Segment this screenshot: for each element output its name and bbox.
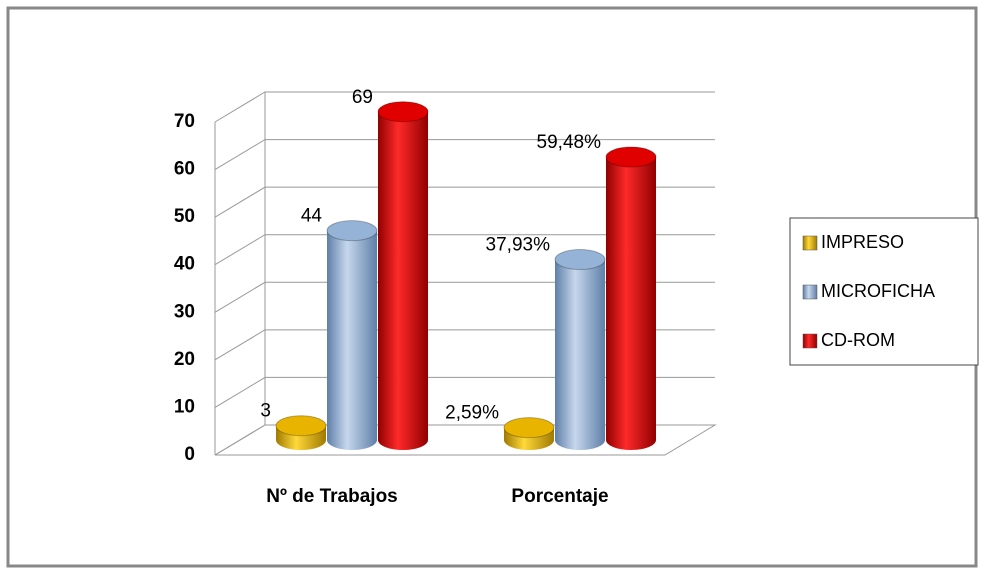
data-label: 3 (260, 401, 271, 422)
bar-cap (605, 146, 657, 168)
x-tick-label: Porcentaje (511, 486, 608, 507)
y-tick-label: 10 (174, 396, 195, 417)
bar-cap (377, 101, 429, 123)
bar (606, 147, 656, 450)
data-label: 44 (301, 206, 323, 227)
legend-swatch (802, 333, 818, 349)
y-tick-label: 30 (174, 301, 195, 322)
legend-box (789, 217, 979, 366)
legend-label: IMPRESO (821, 232, 904, 252)
y-tick-label: 60 (174, 159, 195, 180)
grid-line (214, 186, 715, 218)
y-tick-label: 70 (174, 111, 195, 132)
bar (327, 220, 377, 450)
legend-label: CD-ROM (821, 330, 895, 350)
grid-line (214, 91, 715, 123)
data-label: 59,48% (537, 132, 602, 153)
bar-cap (554, 249, 606, 271)
y-tick-label: 40 (174, 254, 195, 275)
x-tick-label: Nº de Trabajos (266, 486, 398, 507)
y-tick-label: 50 (174, 206, 195, 227)
bar-cap (275, 415, 327, 437)
data-label: 2,59% (445, 403, 499, 424)
y-tick-label: 20 (174, 349, 195, 370)
data-label: 69 (352, 87, 373, 108)
grid-line (214, 139, 715, 170)
bar (378, 101, 428, 450)
legend-swatch (802, 235, 818, 251)
data-label: 37,93% (486, 235, 551, 256)
legend-label: MICROFICHA (821, 281, 935, 301)
bar (555, 249, 605, 450)
bar-cap (503, 417, 555, 439)
bar-cap (326, 220, 378, 242)
y-tick-label: 0 (184, 444, 195, 465)
grid-line (214, 234, 715, 266)
legend-swatch (802, 284, 818, 300)
